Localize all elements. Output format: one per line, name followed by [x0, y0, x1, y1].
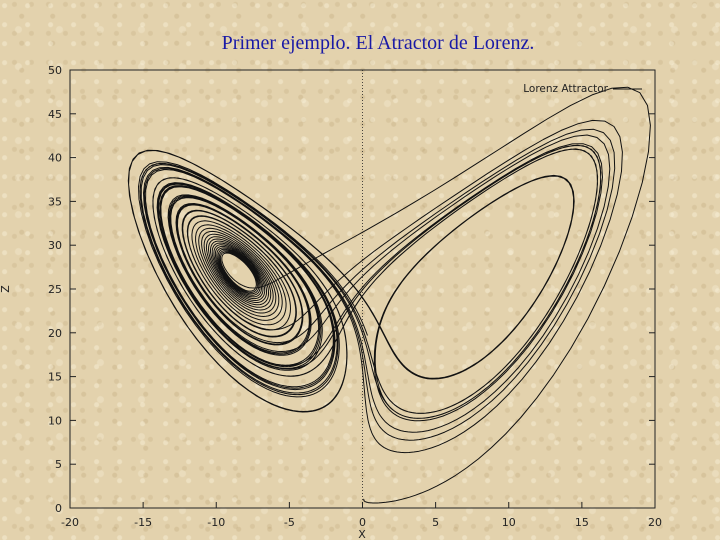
x-tick-label: -5	[284, 516, 295, 529]
slide-title: Primer ejemplo. El Atractor de Lorenz.	[221, 32, 535, 54]
series-lorenz-attractor-line	[127, 86, 651, 504]
y-tick-label: 5	[55, 458, 62, 471]
y-tick-label: 20	[48, 327, 62, 340]
legend-label-lorenz-attractor: Lorenz Attractor	[523, 83, 608, 95]
x-tick-label: 10	[502, 516, 516, 529]
x-tick-label: 0	[359, 516, 366, 529]
x-tick-label: -20	[61, 516, 79, 529]
x-tick-label: 5	[432, 516, 439, 529]
x-tick-label: -10	[207, 516, 225, 529]
y-tick-label: 0	[55, 502, 62, 515]
y-tick-label: 35	[48, 195, 62, 208]
y-tick-label: 15	[48, 371, 62, 384]
x-axis-label: X	[358, 528, 366, 540]
y-tick-label: 25	[48, 283, 62, 296]
y-tick-label: 45	[48, 108, 62, 121]
x-tick-label: -15	[134, 516, 152, 529]
y-tick-label: 10	[48, 414, 62, 427]
y-tick-label: 50	[48, 64, 62, 77]
y-axis-label: Z	[0, 285, 12, 293]
y-tick-label: 40	[48, 152, 62, 165]
x-axis-ticks: -20 -15 -10 -5 0 5 10 15 20	[61, 502, 662, 529]
y-tick-label: 30	[48, 239, 62, 252]
y-axis-ticks: 0 5 10 15 20 25 30 35 40 45 50	[48, 64, 655, 515]
x-tick-label: 20	[648, 516, 662, 529]
x-tick-label: 15	[575, 516, 589, 529]
legend: Lorenz Attractor	[523, 83, 642, 95]
